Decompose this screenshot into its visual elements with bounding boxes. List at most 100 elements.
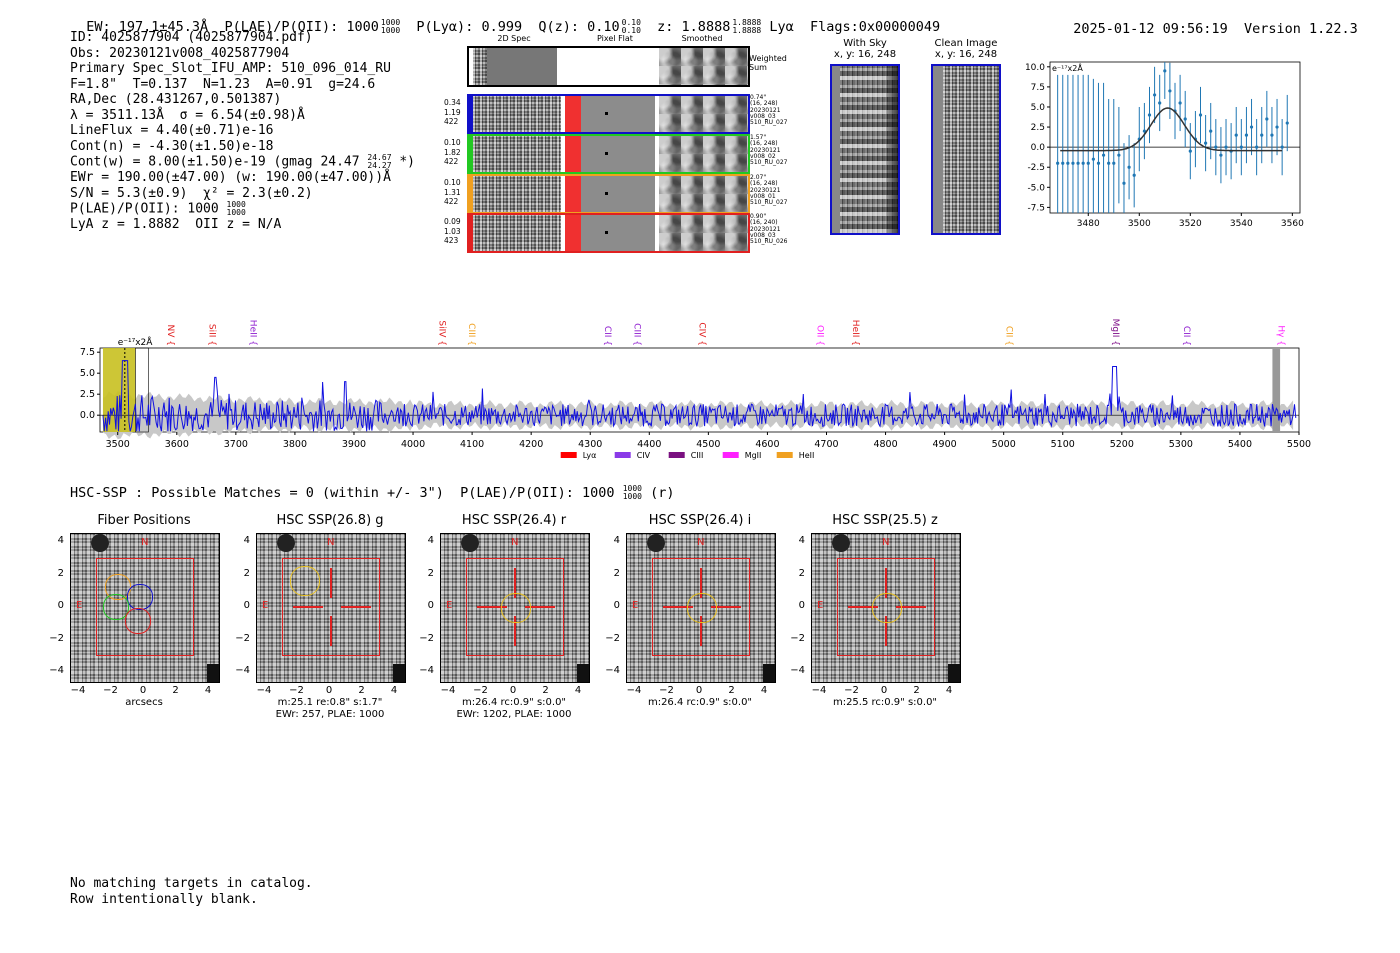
aperture-box (837, 558, 935, 656)
cutout-row-info-line: 20230121 (750, 186, 781, 194)
cutout-row[interactable] (467, 213, 750, 253)
hsc-ytick-label: 0 (613, 600, 620, 611)
clean-image[interactable] (931, 64, 1001, 235)
emission-line-label: Hγ { (1275, 325, 1285, 346)
cutout-row-info-line: 510_RU_027 (750, 199, 788, 207)
cutout-2d-spec (473, 176, 561, 212)
fit-data-point (1081, 161, 1085, 165)
emission-line-label: CIII { (632, 323, 642, 346)
ew-value: EW: 197.1±45.3Å (86, 19, 209, 35)
hsc-ytick-label: 2 (798, 567, 805, 579)
spec-xtick-label: 4500 (696, 439, 720, 450)
hsc-ytick-label: 4 (427, 535, 434, 546)
spec-xtick-label: 4700 (814, 439, 838, 450)
emission-line-label: CIV { (697, 322, 707, 346)
clean-image-title: Clean Image x, y: 16, 248 (934, 38, 998, 60)
emission-line-label: MgII { (1110, 319, 1120, 346)
fit-data-point (1147, 113, 1152, 117)
cutout-row-info-line: 2.07" (750, 174, 767, 181)
header-bar: EW: 197.1±45.3Å P(LAE)/P(OII): 1000 1000 1… (70, 3, 940, 36)
z-value: z: 1.8888 1.8888 1.8888 Lyα (657, 18, 794, 36)
target-circle (872, 593, 902, 623)
info-sn: S/N = 5.3(±0.9) χ² = 2.3(±0.2) (70, 185, 313, 201)
fit-data-point (1142, 129, 1146, 133)
legend-label: MgII (745, 451, 762, 460)
east-label: E (632, 600, 639, 611)
with-sky-image[interactable] (830, 64, 900, 235)
fit-data-point (1249, 125, 1254, 129)
emission-line-label: CIII { (466, 323, 476, 346)
hsc-ytick-label: −4 (235, 665, 250, 676)
cutout-row-value: 0.34 (444, 98, 461, 107)
cutout-row[interactable] (467, 94, 750, 134)
fit-data-point (1183, 117, 1187, 121)
fit-data-point (1209, 129, 1213, 133)
hsc-xtick-label: 4 (390, 685, 398, 696)
fit-ytick-label: 10.0 (1025, 63, 1045, 73)
emission-line-label: SiIV { (437, 320, 447, 346)
fit-data-point (1204, 141, 1208, 145)
weighted-sum-row[interactable] (467, 46, 750, 87)
cutout-row-info-line: 510_RU_027 (750, 119, 788, 127)
fit-data-point (1132, 173, 1136, 177)
crosshair-v-bottom (700, 616, 702, 646)
col-2d-spec-label: 2D Spec (497, 34, 531, 43)
cutout-smoothed (659, 96, 748, 132)
timestamp-version: 2025-01-12 09:56:19 Version 1.22.3 (1057, 5, 1358, 37)
north-label: N (697, 537, 705, 548)
spec-xtick-label: 5100 (1051, 439, 1075, 450)
aperture-box (466, 558, 564, 656)
fit-data-point (1101, 153, 1106, 157)
fit-data-point (1255, 145, 1259, 149)
info-contn: Cont(n) = -4.30(±1.50)e-18 (70, 138, 274, 154)
fit-ytick-label: 7.5 (1031, 83, 1045, 93)
cutout-row-info: 2.07" (16, 248) 20230121 v008_01 510_RU_027 (750, 174, 796, 207)
cutout-bad-column (565, 176, 581, 212)
cutout-row[interactable] (467, 134, 750, 174)
emission-line-label: CII { (1004, 326, 1014, 346)
cutout-bad-column (565, 136, 581, 172)
cutout-row-values: 0.09 1.03 423 (444, 217, 466, 246)
fit-ytick-label: 5.0 (1031, 103, 1046, 113)
legend-swatch (668, 452, 685, 458)
emission-line-label: CII { (1181, 326, 1191, 346)
qz-value: Q(z): 0.10 0.10 0.10 (538, 18, 641, 36)
cutout-row-info-line: (16, 240) (750, 219, 778, 227)
crosshair-v-top (330, 568, 332, 598)
cutout-row[interactable] (467, 174, 750, 214)
weighted-smoothed (659, 48, 748, 85)
cutout-row-value: 422 (444, 197, 459, 206)
cutout-pixel-flat (581, 136, 655, 172)
hsc-caption-1: m:26.4 rc:0.9" s:0.0" (461, 697, 567, 708)
hsc-caption-2: EWr: 257, PLAE: 1000 (275, 709, 385, 720)
info-contw: Cont(w) = 8.00(±1.50)e-19 (gmag 24.47 24… (70, 153, 415, 170)
cutout-row-info-line: 20230121 (750, 106, 781, 114)
emission-line-label: OII { (815, 325, 825, 346)
hsc-ytick-label: −2 (235, 632, 250, 644)
timestamp: 2025-01-12 09:56:19 (1073, 21, 1228, 37)
fit-data-point (1265, 117, 1269, 121)
hsc-caption-1: m:25.5 rc:0.9" s:0.0" (832, 697, 938, 708)
hsc-ytick-label: 0 (57, 600, 64, 611)
fit-data-point (1112, 161, 1116, 165)
cutout-row-values: 0.34 1.19 422 (444, 98, 466, 127)
legend-swatch (560, 452, 577, 458)
cutout-row-info-line: 20230121 (750, 146, 781, 154)
spec-scale-label: e⁻¹⁷x2Å (118, 336, 154, 348)
hsc-caption-2: EWr: 1202, PLAE: 1000 (456, 709, 572, 720)
hsc-ytick-label: 0 (427, 600, 434, 611)
hsc-xtick-label: 4 (204, 685, 212, 696)
fiber-circle (127, 584, 153, 610)
hsc-xtick-label: 2 (542, 685, 549, 696)
east-label: E (817, 600, 824, 611)
crosshair-h-right (711, 606, 741, 608)
fit-data-point (1214, 145, 1218, 149)
version: Version 1.22.3 (1243, 21, 1358, 37)
fiber-circle (125, 608, 151, 634)
fit-data-point (1168, 89, 1172, 93)
